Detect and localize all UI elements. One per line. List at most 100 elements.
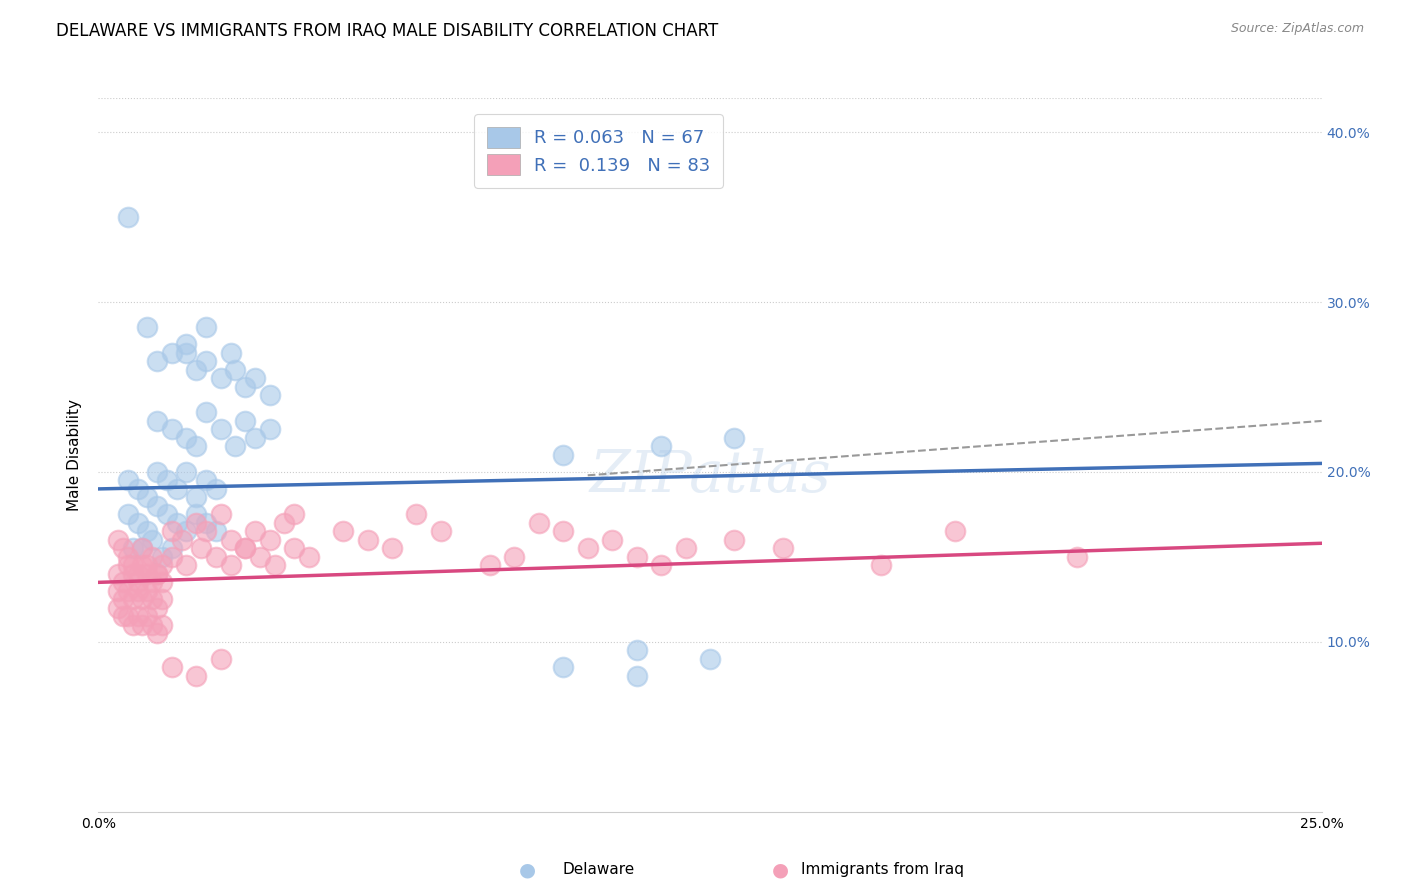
Point xyxy=(107,600,129,615)
Point xyxy=(127,482,149,496)
Point xyxy=(150,558,173,573)
Point xyxy=(503,549,526,564)
Point xyxy=(136,566,159,581)
Point xyxy=(160,660,183,674)
Point xyxy=(243,524,266,539)
Point xyxy=(263,558,285,573)
Point xyxy=(195,405,218,419)
Point xyxy=(156,474,179,488)
Point xyxy=(186,363,208,377)
Point xyxy=(111,609,134,624)
Point xyxy=(870,558,893,573)
Point xyxy=(332,524,354,539)
Point xyxy=(121,558,143,573)
Point xyxy=(146,499,169,513)
Point xyxy=(146,600,169,615)
Point xyxy=(356,533,378,547)
Text: ZIPatlas: ZIPatlas xyxy=(589,448,831,505)
Point xyxy=(146,626,169,640)
Point xyxy=(209,652,232,666)
Point xyxy=(136,609,159,624)
Point xyxy=(723,533,745,547)
Point xyxy=(283,508,305,522)
Point xyxy=(160,524,183,539)
Y-axis label: Male Disability: Male Disability xyxy=(67,399,83,511)
Point xyxy=(160,346,183,360)
Point xyxy=(478,558,501,573)
Point xyxy=(117,549,139,564)
Point xyxy=(150,549,173,564)
Point xyxy=(176,337,198,351)
Point xyxy=(136,320,159,334)
Point xyxy=(111,592,134,607)
Point xyxy=(195,474,218,488)
Point xyxy=(146,566,169,581)
Point xyxy=(117,508,139,522)
Point xyxy=(176,431,198,445)
Point xyxy=(699,652,721,666)
Point xyxy=(195,354,218,368)
Point xyxy=(224,363,246,377)
Point xyxy=(176,558,198,573)
Point xyxy=(117,474,139,488)
Point xyxy=(626,549,648,564)
Point xyxy=(117,583,139,598)
Point xyxy=(233,380,256,394)
Point xyxy=(150,592,173,607)
Point xyxy=(626,643,648,657)
Point xyxy=(190,541,212,556)
Point xyxy=(160,541,183,556)
Point xyxy=(166,516,188,530)
Point xyxy=(131,592,153,607)
Point xyxy=(650,439,672,453)
Point xyxy=(273,516,295,530)
Text: DELAWARE VS IMMIGRANTS FROM IRAQ MALE DISABILITY CORRELATION CHART: DELAWARE VS IMMIGRANTS FROM IRAQ MALE DI… xyxy=(56,22,718,40)
Point xyxy=(141,533,163,547)
Point xyxy=(723,431,745,445)
Text: Source: ZipAtlas.com: Source: ZipAtlas.com xyxy=(1230,22,1364,36)
Point xyxy=(249,549,271,564)
Text: ●: ● xyxy=(772,860,789,880)
Point xyxy=(626,669,648,683)
Point xyxy=(136,524,159,539)
Point xyxy=(943,524,966,539)
Point xyxy=(117,609,139,624)
Point xyxy=(209,422,232,436)
Point xyxy=(195,516,218,530)
Point xyxy=(146,566,169,581)
Text: ●: ● xyxy=(519,860,536,880)
Point xyxy=(259,388,281,402)
Point xyxy=(176,524,198,539)
Legend: R = 0.063   N = 67, R =  0.139   N = 83: R = 0.063 N = 67, R = 0.139 N = 83 xyxy=(474,114,723,187)
Point xyxy=(117,558,139,573)
Point xyxy=(186,516,208,530)
Point xyxy=(127,575,149,590)
Point xyxy=(131,617,153,632)
Point xyxy=(146,354,169,368)
Point xyxy=(243,371,266,385)
Point xyxy=(141,592,163,607)
Point xyxy=(127,583,149,598)
Point xyxy=(186,439,208,453)
Point xyxy=(136,491,159,505)
Point xyxy=(209,508,232,522)
Point xyxy=(111,575,134,590)
Point xyxy=(107,566,129,581)
Point xyxy=(553,448,575,462)
Point xyxy=(121,566,143,581)
Point xyxy=(209,371,232,385)
Point xyxy=(259,422,281,436)
Point xyxy=(600,533,623,547)
Point xyxy=(141,575,163,590)
Point xyxy=(127,516,149,530)
Point xyxy=(1066,549,1088,564)
Point xyxy=(121,617,143,632)
Point xyxy=(121,592,143,607)
Point xyxy=(156,508,179,522)
Point xyxy=(111,541,134,556)
Point xyxy=(219,533,242,547)
Point xyxy=(219,558,242,573)
Point xyxy=(233,541,256,556)
Point xyxy=(107,583,129,598)
Point xyxy=(205,482,228,496)
